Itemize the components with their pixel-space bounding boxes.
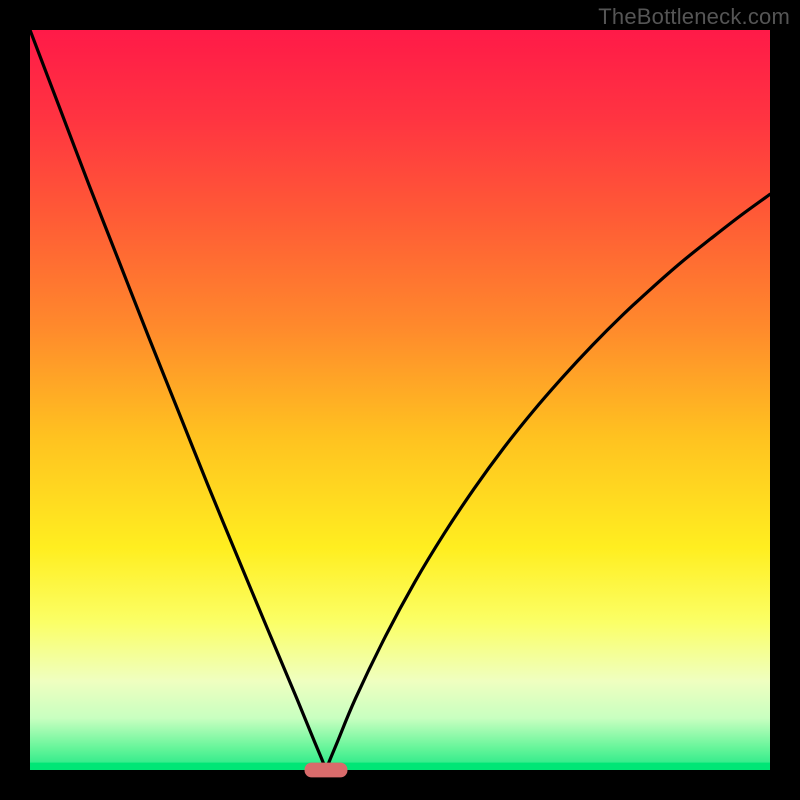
plot-background — [30, 30, 770, 770]
chart-container: TheBottleneck.com — [0, 0, 800, 800]
watermark-text: TheBottleneck.com — [598, 4, 790, 30]
bottleneck-curve-chart — [0, 0, 800, 800]
optimal-point-marker — [305, 763, 348, 778]
baseline-band — [30, 763, 770, 770]
